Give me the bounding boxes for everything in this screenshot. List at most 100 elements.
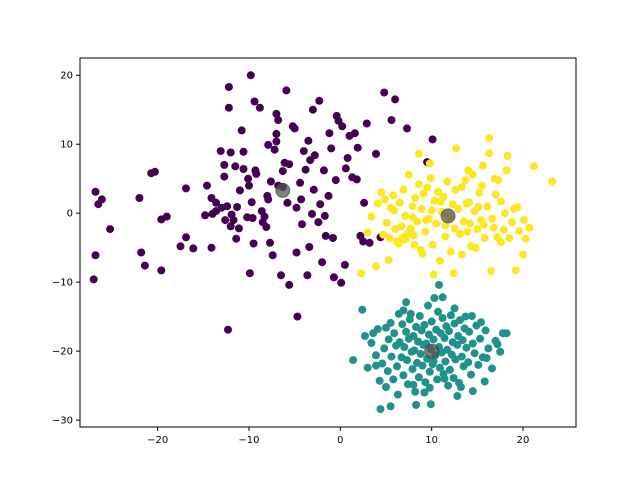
data-point bbox=[508, 218, 517, 227]
data-point bbox=[391, 95, 400, 104]
data-point bbox=[349, 356, 358, 365]
data-point bbox=[425, 383, 434, 392]
data-point bbox=[409, 332, 418, 340]
data-point bbox=[427, 317, 436, 326]
data-point bbox=[357, 269, 366, 278]
data-point bbox=[410, 240, 419, 249]
series-1 bbox=[349, 280, 511, 414]
data-point bbox=[373, 325, 382, 334]
data-point bbox=[249, 239, 258, 248]
data-point bbox=[244, 174, 253, 183]
data-point bbox=[429, 335, 438, 344]
data-point bbox=[363, 228, 372, 237]
data-point bbox=[224, 103, 233, 112]
data-point bbox=[382, 218, 391, 227]
data-point bbox=[491, 190, 500, 199]
data-point bbox=[266, 238, 274, 247]
data-point bbox=[319, 166, 328, 175]
data-point bbox=[471, 243, 480, 252]
data-point bbox=[341, 164, 350, 173]
data-point bbox=[503, 151, 512, 160]
data-point bbox=[251, 166, 260, 175]
data-point bbox=[481, 326, 490, 335]
data-point bbox=[375, 376, 384, 385]
data-point bbox=[389, 375, 398, 384]
data-point bbox=[450, 304, 459, 313]
data-point bbox=[89, 275, 98, 284]
data-point bbox=[445, 327, 453, 336]
data-point bbox=[361, 332, 369, 340]
data-point bbox=[274, 116, 283, 125]
data-point bbox=[454, 205, 463, 213]
data-point bbox=[380, 344, 389, 353]
data-point bbox=[449, 269, 458, 278]
series-0 bbox=[89, 71, 437, 334]
data-point bbox=[440, 334, 449, 342]
data-point bbox=[402, 298, 411, 307]
data-point bbox=[511, 266, 520, 275]
data-point bbox=[260, 212, 269, 221]
data-point bbox=[496, 347, 505, 356]
data-point bbox=[389, 191, 398, 200]
y-tick-label: 20 bbox=[60, 71, 73, 82]
data-point bbox=[462, 199, 471, 208]
data-point bbox=[414, 373, 423, 382]
data-point bbox=[467, 370, 475, 379]
data-point bbox=[476, 334, 485, 343]
data-point bbox=[420, 388, 429, 397]
data-point bbox=[292, 248, 301, 257]
series-2 bbox=[357, 134, 557, 279]
data-point bbox=[548, 177, 557, 186]
data-point bbox=[320, 211, 329, 220]
data-point bbox=[224, 325, 232, 334]
data-point bbox=[493, 233, 502, 242]
data-point bbox=[490, 174, 499, 183]
data-point bbox=[235, 186, 244, 195]
data-point bbox=[488, 214, 496, 223]
data-point bbox=[457, 250, 466, 259]
data-point bbox=[408, 213, 417, 222]
y-tick-label: −30 bbox=[52, 416, 73, 427]
data-point bbox=[411, 194, 420, 202]
data-point bbox=[424, 301, 432, 310]
data-point bbox=[441, 232, 450, 241]
data-point bbox=[91, 251, 100, 260]
data-point bbox=[424, 343, 440, 359]
data-point bbox=[401, 211, 410, 220]
data-point bbox=[493, 340, 502, 349]
data-point bbox=[474, 203, 483, 211]
data-point bbox=[417, 205, 426, 213]
data-point bbox=[221, 216, 230, 225]
data-point bbox=[285, 280, 294, 289]
data-point bbox=[426, 400, 435, 409]
data-point bbox=[438, 314, 447, 322]
data-point bbox=[182, 184, 190, 193]
data-point bbox=[316, 200, 325, 209]
data-point bbox=[463, 227, 472, 236]
y-tick-label: −10 bbox=[52, 278, 73, 289]
data-point bbox=[440, 374, 449, 383]
data-point bbox=[97, 195, 106, 204]
data-point bbox=[435, 256, 444, 265]
data-point bbox=[525, 223, 534, 232]
data-point bbox=[379, 230, 388, 239]
data-point bbox=[303, 271, 312, 280]
data-point bbox=[367, 338, 376, 347]
data-point bbox=[432, 219, 441, 228]
data-point bbox=[380, 88, 389, 97]
data-point bbox=[272, 137, 281, 146]
data-point bbox=[459, 217, 468, 226]
data-point bbox=[483, 202, 492, 211]
data-point bbox=[456, 229, 464, 238]
data-point bbox=[502, 329, 511, 338]
data-point bbox=[157, 266, 166, 275]
y-tick-label: 0 bbox=[67, 209, 73, 220]
data-point bbox=[264, 195, 273, 204]
data-point bbox=[363, 363, 372, 372]
data-point bbox=[301, 165, 310, 174]
data-point bbox=[268, 251, 277, 260]
data-point bbox=[415, 312, 424, 320]
data-point bbox=[477, 181, 486, 190]
data-point bbox=[324, 191, 333, 200]
